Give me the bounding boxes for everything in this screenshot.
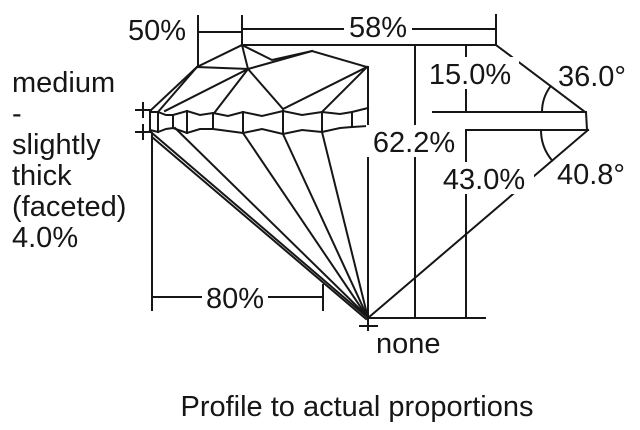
culet-label: none (376, 328, 441, 360)
pavilion-depth-label: 43.0% (443, 164, 525, 196)
crown-angle-label: 36.0° (558, 61, 626, 93)
girdle-wireframe (148, 106, 370, 136)
profile-schematic (366, 43, 590, 320)
table-size-label: 58% (349, 12, 407, 44)
girdle-thickness-label: medium - slightly thick (faceted) 4.0% (12, 67, 126, 254)
girdle-label-line: (faceted) (12, 191, 126, 223)
pavilion-wireframe (150, 126, 370, 321)
star-length-label: 50% (128, 15, 186, 47)
girdle-label-line: 4.0% (12, 222, 78, 254)
crown-height-label: 15.0% (429, 59, 511, 91)
total-depth-label: 62.2% (373, 127, 455, 159)
angle-arcs (539, 84, 554, 163)
girdle-label-line: - (12, 98, 22, 130)
pavilion-angle-label: 40.8° (557, 159, 625, 191)
girdle-label-line: medium (12, 67, 115, 99)
girdle-label-line: thick (12, 160, 72, 192)
crown-wireframe (148, 43, 369, 331)
lower-girdle-label: 80% (206, 283, 264, 315)
girdle-label-line: slightly (12, 129, 101, 161)
diagram-caption: Profile to actual proportions (180, 391, 533, 423)
dimension-lines (135, 14, 589, 327)
label-masks (202, 13, 534, 311)
